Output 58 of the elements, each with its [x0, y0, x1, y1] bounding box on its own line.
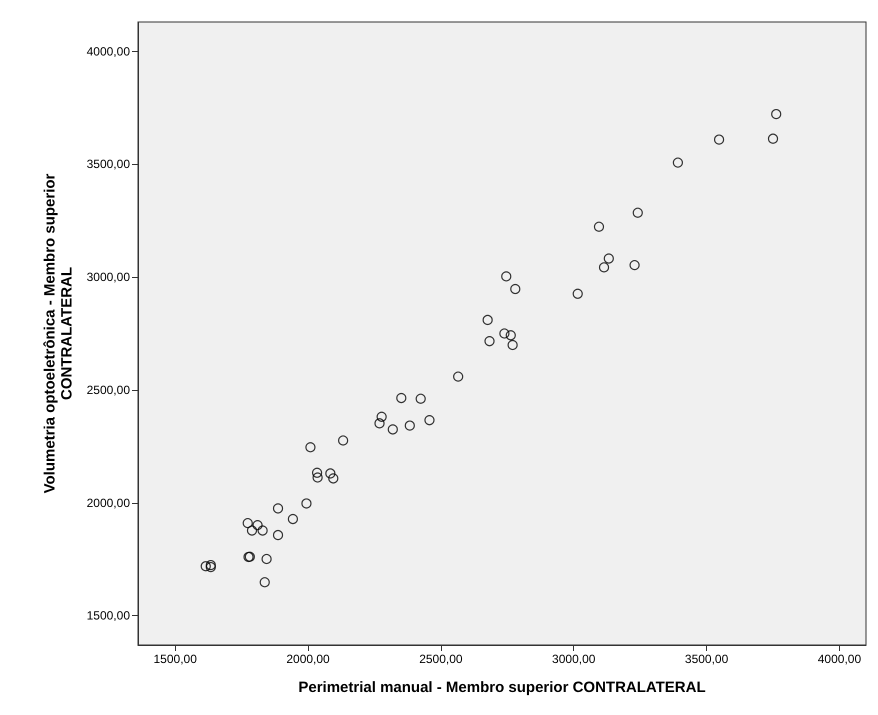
point [416, 394, 426, 404]
point [714, 134, 724, 145]
point [501, 271, 512, 282]
x-tick-label: 2500,00 [419, 652, 463, 666]
x-tick-label: 3500,00 [684, 652, 729, 666]
point [374, 418, 385, 428]
x-axis-title: Perimetrial manual - Membro superior CONTRALATERAL [298, 679, 706, 696]
point [632, 208, 643, 218]
y-tick-label: 2000,00 [86, 496, 130, 510]
point [482, 314, 493, 326]
point [506, 330, 516, 340]
point [453, 372, 464, 382]
point [312, 472, 323, 483]
point [499, 328, 510, 339]
point [328, 473, 338, 484]
y-tick-label: 1500,00 [86, 608, 130, 623]
point [768, 134, 778, 144]
point [508, 340, 518, 350]
point [598, 262, 610, 272]
point [396, 392, 406, 404]
point [376, 412, 387, 422]
y-axis-title: Volumetria optoeletrônica - Membro superior CONTRALATERAL [42, 173, 76, 494]
point [252, 520, 263, 530]
point [272, 503, 284, 514]
point [301, 498, 312, 509]
point [272, 530, 284, 540]
point [206, 562, 216, 572]
x-tick-label: 2000,00 [286, 652, 330, 666]
point [312, 468, 322, 478]
point [325, 468, 336, 479]
point [338, 435, 348, 446]
point [246, 525, 258, 536]
point [604, 253, 614, 264]
point [206, 560, 216, 570]
point [288, 514, 298, 524]
point [572, 288, 583, 299]
y-tick-label: 3000,00 [86, 270, 130, 284]
point [388, 424, 398, 435]
point [672, 158, 683, 168]
y-tick-label: 3500,00 [86, 157, 130, 172]
point [510, 284, 520, 294]
x-tick-label: 4000,00 [818, 652, 862, 666]
point [629, 260, 640, 270]
y-tick-label: 4000,00 [86, 44, 130, 58]
y-tick-label: 2500,00 [86, 382, 130, 397]
point [242, 518, 253, 528]
point [771, 109, 782, 120]
point [262, 554, 272, 564]
point [258, 525, 268, 536]
point [484, 336, 495, 346]
point [200, 561, 211, 572]
point [305, 442, 316, 452]
point [404, 420, 415, 431]
x-tick-label: 3000,00 [552, 652, 596, 666]
point [424, 415, 435, 426]
x-tick-label: 1500,00 [154, 652, 198, 666]
point [594, 222, 604, 232]
point [260, 577, 270, 588]
